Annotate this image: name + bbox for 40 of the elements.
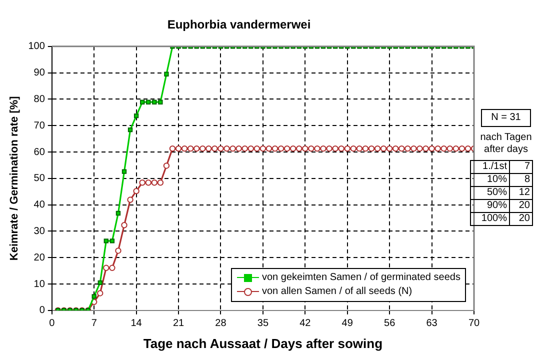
y-tick-label: 90 [34, 68, 46, 79]
chart-title: Euphorbia vandermerwei [167, 18, 311, 32]
x-tick-label: 49 [342, 318, 354, 330]
text: 20 [510, 200, 532, 212]
y-tick-label: 40 [34, 200, 46, 211]
text: 90% [470, 200, 510, 212]
text: 12 [510, 186, 532, 200]
y-tick-label: 70 [34, 120, 46, 132]
x-tick-label: 63 [426, 318, 438, 330]
x-tick-label: 21 [172, 318, 185, 330]
text: 50% [470, 186, 510, 200]
text: nach Tagen [479, 132, 533, 144]
x-tick-label: 28 [215, 318, 227, 330]
x-tick-label: 42 [300, 318, 312, 330]
x-axis-title: Tage nach Aussaat / Days after sowing [143, 336, 383, 351]
text: 100% [470, 212, 510, 226]
y-tick-label: 80 [34, 94, 46, 105]
text: 8 [510, 174, 532, 186]
y-tick-label: 50 [34, 173, 46, 184]
x-tick-label: 7 [91, 318, 98, 330]
text: 1./1st [470, 160, 510, 174]
y-tick-label: 20 [34, 252, 46, 264]
x-tick-label: 14 [130, 318, 142, 330]
y-tick-label: 0 [39, 305, 46, 316]
x-tick-label: 70 [468, 318, 480, 330]
text: 7 [510, 160, 532, 174]
y-tick-label: 30 [34, 226, 46, 237]
y-tick-label: 100 [28, 41, 46, 52]
legend-label: von gekeimten Samen / of germinated seeds [261, 271, 460, 286]
x-tick-label: 0 [49, 318, 56, 330]
x-tick-label: 56 [384, 318, 396, 330]
legend-label: von allen Samen / of all seeds (N) [261, 285, 414, 300]
text: 20 [510, 212, 532, 226]
text: N = 31 [481, 109, 531, 127]
y-tick-label: 10 [34, 278, 46, 290]
text: 10% [470, 174, 510, 186]
y-axis-title: Keimrate / Germination rate [%] [8, 96, 21, 261]
y-tick-label: 60 [34, 146, 46, 158]
text: after days [483, 144, 529, 156]
x-tick-label: 35 [257, 318, 269, 330]
